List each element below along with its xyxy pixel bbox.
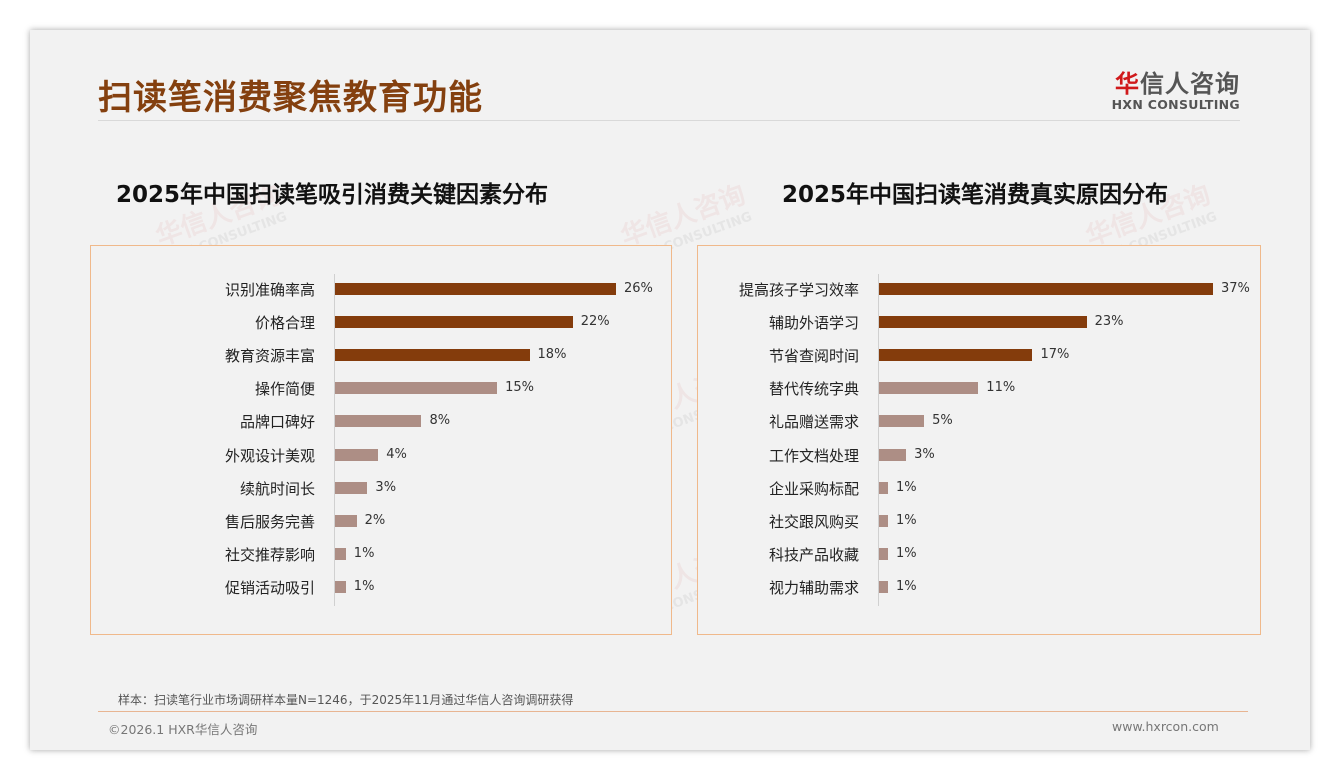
category-label: 售后服务完善 (224, 512, 315, 531)
chart-left: 识别准确率高 26% 价格合理 22% 教育资源丰富 18% 操作简便 15% 品牌口碑好 8% 外… (90, 245, 672, 635)
bar (879, 316, 1087, 329)
bar (335, 349, 530, 362)
data-label: 2% (364, 512, 386, 528)
category-label: 操作简便 (254, 380, 315, 399)
bar (879, 448, 907, 461)
data-label: 22% (580, 314, 610, 330)
bar (879, 514, 889, 527)
category-label: 节省查阅时间 (768, 347, 859, 366)
category-label: 企业采购标配 (768, 479, 859, 498)
bar (879, 481, 889, 494)
bar (879, 547, 889, 560)
category-label: 工作文档处理 (768, 446, 859, 465)
logo-en: HXN CONSULTING (1111, 97, 1240, 112)
data-label: 4% (386, 446, 407, 462)
data-label: 11% (986, 380, 1016, 396)
data-label: 37% (1221, 281, 1250, 296)
bar (879, 580, 889, 593)
chart-right: 提高孩子学习效率 37% 辅助外语学习 23% 节省查阅时间 17% 替代传统字典 11% 礼品… (697, 245, 1261, 635)
data-label: 15% (505, 380, 535, 396)
category-label: 识别准确率高 (224, 281, 315, 299)
bar (335, 382, 498, 395)
data-label: 3% (914, 446, 935, 462)
bar (335, 514, 357, 527)
category-label: 替代传统字典 (768, 380, 859, 399)
category-label: 促销活动吸引 (224, 578, 315, 597)
category-label: 品牌口碑好 (239, 413, 315, 432)
category-label: 教育资源丰富 (224, 347, 315, 366)
bar (335, 415, 422, 428)
data-label: 1% (353, 578, 375, 594)
bar (335, 448, 379, 461)
sample-note: 样本：扫读笔行业市场调研样本量N=1246，于2025年11月通过华信人咨询调研… (118, 693, 574, 707)
data-label: 17% (1040, 347, 1070, 363)
y-axis-line (878, 274, 879, 606)
chart-title-right: 2025年中国扫读笔消费真实原因分布 (782, 182, 1169, 208)
category-label: 视力辅助需求 (768, 578, 859, 597)
bar (335, 481, 368, 494)
category-label: 社交跟风购买 (768, 512, 859, 531)
website-link[interactable]: www.hxrcon.com (1112, 719, 1219, 734)
bar (335, 283, 616, 295)
data-label: 1% (896, 545, 917, 561)
bar (879, 415, 925, 428)
bar (335, 547, 346, 560)
bar (335, 580, 346, 593)
category-label: 提高孩子学习效率 (738, 281, 859, 299)
category-label: 价格合理 (254, 314, 315, 333)
category-label: 外观设计美观 (224, 446, 315, 465)
data-label: 1% (896, 479, 917, 495)
category-label: 科技产品收藏 (768, 545, 859, 564)
bar (879, 382, 979, 395)
page-title: 扫读笔消费聚焦教育功能 (98, 78, 483, 118)
category-label: 礼品赠送需求 (768, 413, 859, 432)
data-label: 26% (624, 281, 653, 296)
title-divider (98, 120, 1240, 121)
data-label: 8% (429, 413, 451, 429)
category-label: 社交推荐影响 (224, 545, 315, 564)
data-label: 1% (896, 512, 917, 528)
bar (335, 316, 573, 329)
data-label: 3% (375, 479, 397, 495)
category-label: 辅助外语学习 (768, 314, 859, 333)
bar (879, 283, 1213, 295)
bar (879, 349, 1033, 362)
logo-cn-rest: 信人咨询 (1140, 70, 1240, 98)
chart-title-left: 2025年中国扫读笔吸引消费关键因素分布 (116, 182, 549, 208)
data-label: 18% (537, 347, 567, 363)
data-label: 1% (353, 545, 375, 561)
logo: 华信人咨询 HXN CONSULTING (1110, 64, 1240, 112)
data-label: 1% (896, 578, 917, 594)
data-label: 23% (1094, 314, 1124, 330)
data-label: 5% (932, 413, 953, 429)
category-label: 续航时间长 (239, 479, 315, 498)
copyright: ©2026.1 HXR华信人咨询 (108, 722, 258, 737)
slide: 扫读笔消费聚焦教育功能 华信人咨询 HXN CONSULTING 华信人咨询 HX… (30, 30, 1310, 750)
logo-cn-first: 华 (1115, 70, 1140, 98)
y-axis-line (334, 274, 335, 606)
footer-divider (98, 711, 1248, 712)
